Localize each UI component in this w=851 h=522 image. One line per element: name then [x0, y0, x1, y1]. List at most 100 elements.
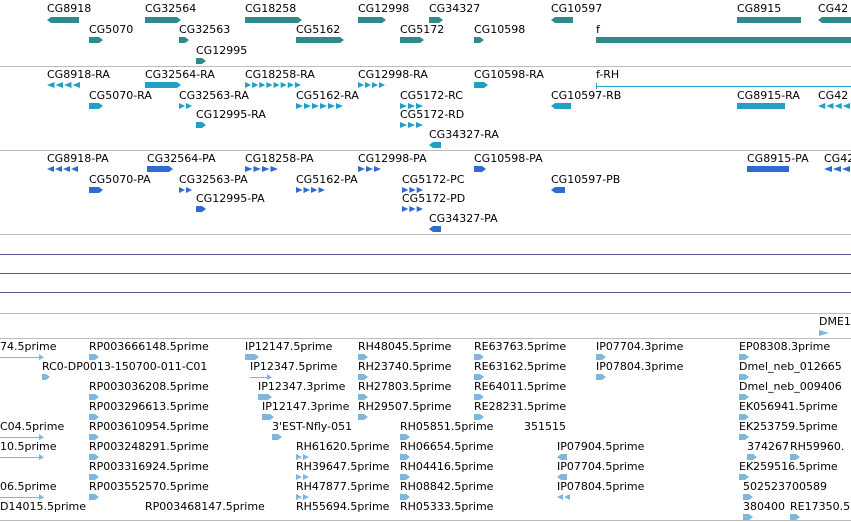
genes-feature-glyph[interactable] — [596, 37, 851, 43]
genes-feature-label[interactable]: CG10597 — [551, 2, 603, 15]
proteins-feature-label[interactable]: CG8918-PA — [47, 152, 109, 165]
ests-feature-label[interactable]: RH48045.5prime — [358, 340, 452, 353]
transcripts-feature-glyph[interactable] — [89, 103, 103, 109]
ests-feature-label[interactable]: 06.5prime — [0, 480, 57, 493]
ests-feature-glyph[interactable] — [89, 494, 99, 500]
ests-feature-label[interactable]: RH23740.5prime — [358, 360, 452, 373]
transcripts-feature-label[interactable]: CG5162-RA — [296, 89, 359, 102]
ests-feature-label[interactable]: IP12347.3prime — [258, 380, 346, 393]
transcripts-feature-glyph[interactable] — [737, 103, 785, 109]
genes-feature-glyph[interactable] — [296, 37, 344, 43]
ests-feature-label[interactable]: RH05333.5prime — [400, 500, 494, 513]
proteins-feature-glyph[interactable] — [89, 187, 103, 193]
transcripts-feature-glyph[interactable] — [400, 122, 424, 128]
ests-feature-label[interactable]: RH47877.5prime — [296, 480, 390, 493]
genes-feature-label[interactable]: CG34327 — [429, 2, 481, 15]
transcripts-feature-label[interactable]: CG32564-RA — [145, 68, 215, 81]
ests-feature-label[interactable]: C04.5prime — [0, 420, 65, 433]
genes-feature-label[interactable]: CG8915 — [737, 2, 782, 15]
transcripts-feature-label[interactable]: CG18258-RA — [245, 68, 315, 81]
ests-feature-glyph[interactable] — [739, 474, 749, 480]
ests-feature-glyph[interactable] — [400, 454, 410, 460]
ests-feature-label[interactable]: Dmel_neb_009406 — [739, 380, 842, 393]
ests-feature-glyph[interactable] — [743, 494, 753, 500]
ests-feature-label[interactable]: RP003552570.5prime — [89, 480, 209, 493]
other-feature-glyph[interactable] — [819, 330, 829, 336]
other-feature-label[interactable]: DME1 — [819, 315, 851, 328]
ests-feature-glyph[interactable] — [42, 374, 50, 380]
ests-feature-glyph[interactable] — [296, 474, 310, 480]
transcripts-feature-glyph[interactable] — [296, 103, 344, 109]
ests-feature-label[interactable]: RP003610954.5prime — [89, 420, 209, 433]
ests-feature-glyph[interactable] — [739, 414, 749, 420]
ests-feature-label[interactable]: RH27803.5prime — [358, 380, 452, 393]
ests-feature-glyph[interactable] — [89, 394, 99, 400]
ests-feature-glyph[interactable] — [790, 514, 800, 520]
ests-feature-label[interactable]: RC0-DP0013-150700-011-C01 — [42, 360, 208, 373]
proteins-feature-label[interactable]: CG34327-PA — [429, 212, 498, 225]
transcripts-feature-glyph[interactable] — [245, 82, 302, 88]
ests-feature-glyph[interactable] — [0, 494, 44, 500]
ests-feature-label[interactable]: RE63763.5prime — [474, 340, 567, 353]
ests-feature-label[interactable]: 502523700589 — [743, 480, 827, 493]
proteins-feature-glyph[interactable] — [429, 226, 441, 232]
ests-feature-glyph[interactable] — [557, 454, 567, 460]
ests-feature-glyph[interactable] — [400, 474, 410, 480]
genes-feature-label[interactable]: CG5172 — [400, 23, 445, 36]
proteins-feature-label[interactable]: CG18258-PA — [245, 152, 314, 165]
ests-feature-glyph[interactable] — [557, 494, 571, 500]
ests-feature-glyph[interactable] — [474, 374, 484, 380]
ests-feature-glyph[interactable] — [89, 434, 99, 440]
ests-feature-glyph[interactable] — [89, 414, 99, 420]
ests-feature-label[interactable]: RP003468147.5prime — [145, 500, 265, 513]
ests-feature-label[interactable]: RP003248291.5prime — [89, 440, 209, 453]
genes-feature-label[interactable]: CG18258 — [245, 2, 297, 15]
ests-feature-label[interactable]: Dmel_neb_012665 — [739, 360, 842, 373]
genes-feature-glyph[interactable] — [551, 17, 573, 23]
proteins-feature-glyph[interactable] — [358, 166, 382, 172]
ests-feature-label[interactable]: RP003036208.5prime — [89, 380, 209, 393]
genes-feature-glyph[interactable] — [47, 17, 79, 23]
ests-feature-glyph[interactable] — [358, 374, 368, 380]
proteins-feature-label[interactable]: CG12998-PA — [358, 152, 427, 165]
proteins-feature-label[interactable]: CG8915-PA — [747, 152, 809, 165]
proteins-feature-glyph[interactable] — [245, 166, 279, 172]
proteins-feature-label[interactable]: CG5172-PC — [402, 173, 465, 186]
transcripts-feature-glyph[interactable] — [47, 82, 81, 88]
ests-feature-label[interactable]: RE28231.5prime — [474, 400, 567, 413]
ests-feature-label[interactable]: EK253759.5prime — [739, 420, 838, 433]
ests-feature-label[interactable]: 10.5prime — [0, 440, 57, 453]
genes-feature-label[interactable]: CG5070 — [89, 23, 134, 36]
proteins-feature-label[interactable]: CG5162-PA — [296, 173, 358, 186]
transcripts-feature-label[interactable]: CG10598-RA — [474, 68, 544, 81]
ests-feature-glyph[interactable] — [358, 414, 368, 420]
genes-feature-glyph[interactable] — [358, 17, 386, 23]
ests-feature-glyph[interactable] — [400, 494, 410, 500]
transcripts-feature-glyph[interactable] — [818, 103, 851, 109]
genes-feature-glyph[interactable] — [245, 17, 302, 23]
proteins-feature-label[interactable]: CG5172-PD — [402, 192, 466, 205]
transcripts-feature-glyph[interactable] — [400, 103, 424, 109]
genes-feature-glyph[interactable] — [737, 17, 801, 23]
genes-feature-glyph[interactable] — [145, 17, 181, 23]
ests-feature-glyph[interactable] — [400, 434, 410, 440]
ests-feature-glyph[interactable] — [272, 434, 282, 440]
ests-feature-glyph[interactable] — [739, 394, 749, 400]
ests-feature-label[interactable]: IP12347.5prime — [250, 360, 338, 373]
proteins-feature-glyph[interactable] — [296, 187, 326, 193]
ests-feature-glyph[interactable] — [739, 354, 749, 360]
ests-feature-label[interactable]: RH39647.5prime — [296, 460, 390, 473]
proteins-feature-label[interactable]: CG32564-PA — [147, 152, 216, 165]
genes-feature-label[interactable]: CG32563 — [179, 23, 231, 36]
ests-feature-label[interactable]: D14015.5prime — [0, 500, 87, 513]
ests-feature-glyph[interactable] — [474, 354, 484, 360]
genes-feature-label[interactable]: f — [596, 23, 600, 36]
genes-feature-glyph[interactable] — [89, 37, 103, 43]
transcripts-feature-glyph[interactable] — [596, 83, 851, 92]
genes-feature-label[interactable]: CG12995 — [196, 44, 248, 57]
genes-feature-glyph[interactable] — [196, 58, 206, 64]
ests-feature-label[interactable]: IP07704.5prime — [557, 460, 645, 473]
proteins-feature-label[interactable]: CG12995-PA — [196, 192, 265, 205]
ests-feature-glyph[interactable] — [747, 454, 757, 460]
genes-feature-glyph[interactable] — [429, 17, 443, 23]
